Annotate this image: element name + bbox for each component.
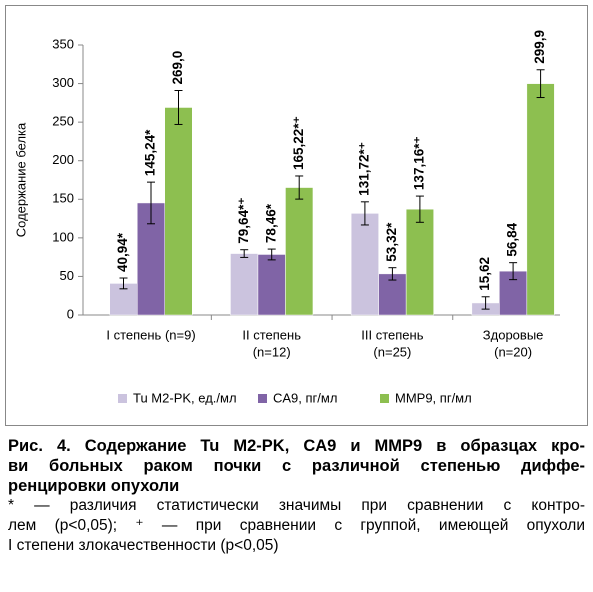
- caption: Рис. 4. Содержание Tu M2-PK, CA9 и MMP9 …: [8, 436, 585, 556]
- data-label: 79,64*⁺: [236, 198, 251, 244]
- y-tick-label: 200: [52, 152, 74, 167]
- cap-title: ренцировки опухоли: [8, 477, 180, 495]
- legend-label: CA9, пг/мл: [273, 390, 337, 405]
- bar: [285, 187, 314, 316]
- data-label: 269,0: [170, 51, 185, 85]
- data-label: 56,84: [505, 222, 520, 256]
- data-label: 145,24*: [143, 129, 158, 176]
- cap-note: лем (p<0,05); ⁺ — при сравнении с группо…: [8, 517, 585, 534]
- bar: [109, 283, 138, 316]
- cap-title: ви больных раком почки с различной степе…: [8, 457, 585, 475]
- cap-note: I степени злокачественности (p<0,05): [8, 537, 279, 554]
- x-tick-label: II степень: [242, 327, 301, 342]
- y-tick-label: 50: [60, 268, 74, 283]
- data-label: 137,16*⁺: [411, 136, 426, 190]
- legend-swatch: [118, 394, 127, 403]
- data-label: 131,72*⁺: [356, 142, 371, 196]
- data-label: 78,46*: [263, 203, 278, 243]
- bar: [164, 107, 193, 316]
- data-label: 53,32*: [384, 222, 399, 262]
- y-tick-label: 350: [52, 36, 74, 51]
- x-tick-label: III степень: [361, 327, 423, 342]
- cap-note: * — различия статистически значимы при с…: [8, 497, 585, 514]
- x-tick-label: (n=25): [373, 344, 411, 359]
- y-axis-label: Содержание белка: [13, 122, 28, 237]
- data-label: 15,62: [477, 257, 492, 291]
- legend-label: Tu M2-PK, ед./мл: [133, 390, 237, 405]
- bar: [257, 254, 286, 316]
- bar: [526, 83, 555, 316]
- y-tick-label: 100: [52, 229, 74, 244]
- cap-title: Рис. 4. Содержание Tu M2-PK, CA9 и MMP9 …: [8, 437, 585, 455]
- legend-swatch: [258, 394, 267, 403]
- bar: [405, 208, 434, 316]
- y-tick-label: 250: [52, 114, 74, 129]
- y-tick-label: 300: [52, 75, 74, 90]
- data-label: 299,9: [532, 30, 547, 64]
- bar: [230, 253, 259, 316]
- bar: [350, 213, 379, 316]
- y-tick-label: 150: [52, 191, 74, 206]
- legend-swatch: [380, 394, 389, 403]
- legend-label: MMP9, пг/мл: [395, 390, 472, 405]
- data-label: 40,94*: [115, 232, 130, 272]
- x-tick-label: Здоровые: [483, 327, 544, 342]
- x-tick-label: (n=20): [494, 344, 532, 359]
- x-tick-label: (n=12): [253, 344, 291, 359]
- chart: Содержание белка 0 50 100 150 200 250 300 350 I …: [5, 5, 588, 426]
- data-label: 165,22*⁺: [291, 116, 306, 170]
- x-tick-label: I степень (n=9): [106, 327, 195, 342]
- y-tick-label: 0: [67, 306, 74, 321]
